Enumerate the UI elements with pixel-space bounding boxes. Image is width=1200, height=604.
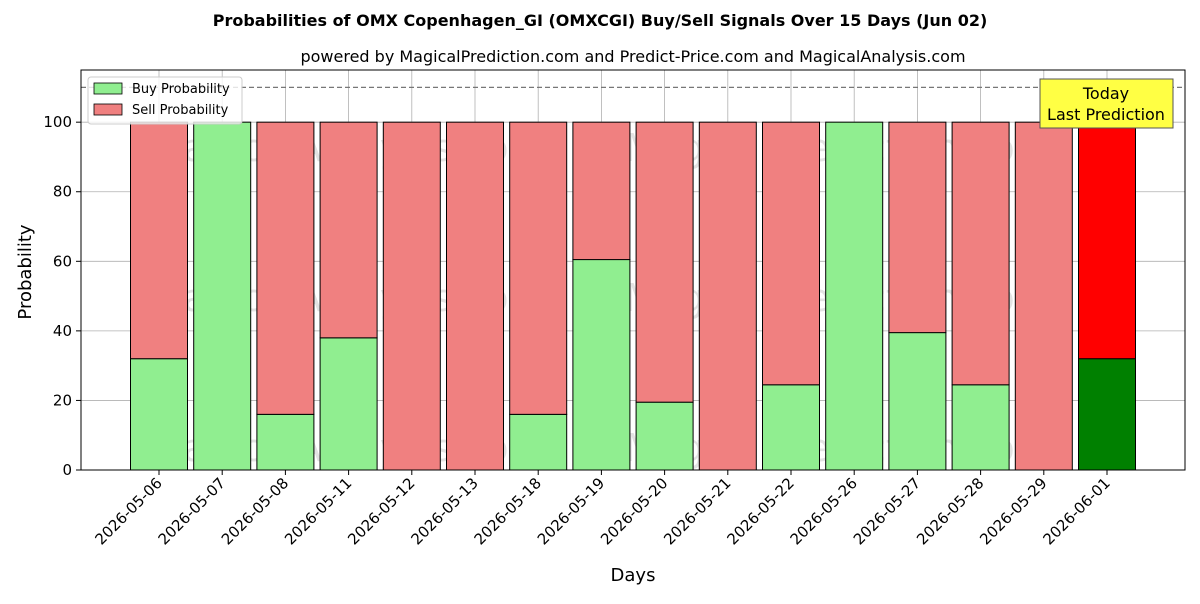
buy-bar: [256, 413, 315, 471]
chart-subtitle: powered by MagicalPrediction.com and Pre…: [300, 47, 965, 66]
today-annotation: Today Last Prediction: [1039, 78, 1174, 129]
x-axis: 2026-05-062026-05-072026-05-082026-05-11…: [91, 470, 1114, 548]
y-tick-label: 0: [62, 461, 72, 479]
x-tick-label: 2026-05-12: [344, 474, 418, 548]
x-tick-label: 2026-05-29: [976, 474, 1050, 548]
x-tick-label: 2026-05-20: [597, 474, 671, 548]
buy-bar: [572, 259, 631, 471]
annotation-line1: Today: [1082, 84, 1129, 103]
buy-bar: [130, 358, 188, 471]
sell-bar: [572, 121, 631, 261]
x-tick-label: 2026-05-08: [218, 474, 292, 548]
sell-bar: [1078, 121, 1136, 360]
x-tick-label: 2026-05-18: [471, 474, 545, 548]
buy-bar: [509, 413, 568, 471]
x-tick-label: 2026-05-22: [723, 474, 797, 548]
buy-bar: [193, 121, 252, 471]
annotation-box: [1039, 78, 1174, 129]
bars-layer: [130, 121, 1136, 471]
buy-bar: [635, 401, 694, 471]
x-tick-label: 2026-05-06: [91, 474, 165, 548]
y-tick-label: 20: [53, 391, 72, 409]
sell-bar: [446, 121, 504, 471]
y-tick-label: 100: [43, 113, 72, 131]
x-axis-label: Days: [611, 565, 656, 586]
buy-bar: [951, 384, 1010, 471]
x-tick-label: 2026-05-28: [913, 474, 987, 548]
sell-bar: [762, 121, 820, 386]
buy-bar: [888, 332, 947, 471]
legend-sell-swatch: [93, 103, 123, 116]
sell-bar: [256, 121, 315, 415]
annotation-line2: Last Prediction: [1047, 105, 1165, 124]
sell-bar: [319, 121, 378, 339]
sell-bar: [888, 121, 947, 334]
x-tick-label: 2026-05-19: [534, 474, 608, 548]
y-tick-label: 40: [53, 322, 72, 340]
buy-bar: [762, 384, 820, 471]
buy-bar: [319, 337, 378, 471]
sell-bar: [1014, 121, 1073, 471]
y-axis-label: Probability: [15, 224, 36, 319]
x-tick-label: 2026-06-01: [1039, 474, 1113, 548]
y-tick-label: 80: [53, 183, 72, 201]
x-tick-label: 2026-05-07: [155, 474, 229, 548]
x-tick-label: 2026-05-13: [407, 474, 481, 548]
sell-bar: [509, 121, 568, 415]
plot-frame: [80, 69, 1186, 471]
buy-bar: [1078, 358, 1136, 471]
legend-box: [87, 76, 243, 125]
x-tick-label: 2026-05-21: [660, 474, 734, 548]
sell-bar: [635, 121, 694, 403]
sell-bar: [382, 121, 441, 471]
x-tick-label: 2026-05-27: [850, 474, 924, 548]
sell-bar: [698, 121, 757, 471]
sell-bar: [951, 121, 1010, 386]
chart-title: Probabilities of OMX Copenhagen_GI (OMXC…: [213, 11, 988, 30]
legend: Buy Probability Sell Probability: [87, 76, 243, 125]
legend-buy-swatch: [93, 82, 123, 95]
legend-sell-label: Sell Probability: [132, 103, 229, 118]
y-axis: 0 20 40 60 80 100: [43, 113, 81, 479]
x-tick-label: 2026-05-11: [281, 474, 355, 548]
sell-bar: [130, 121, 188, 360]
y-tick-label: 60: [53, 252, 72, 270]
x-tick-label: 2026-05-26: [787, 474, 861, 548]
buy-bar: [825, 121, 884, 471]
legend-buy-label: Buy Probability: [132, 82, 230, 97]
